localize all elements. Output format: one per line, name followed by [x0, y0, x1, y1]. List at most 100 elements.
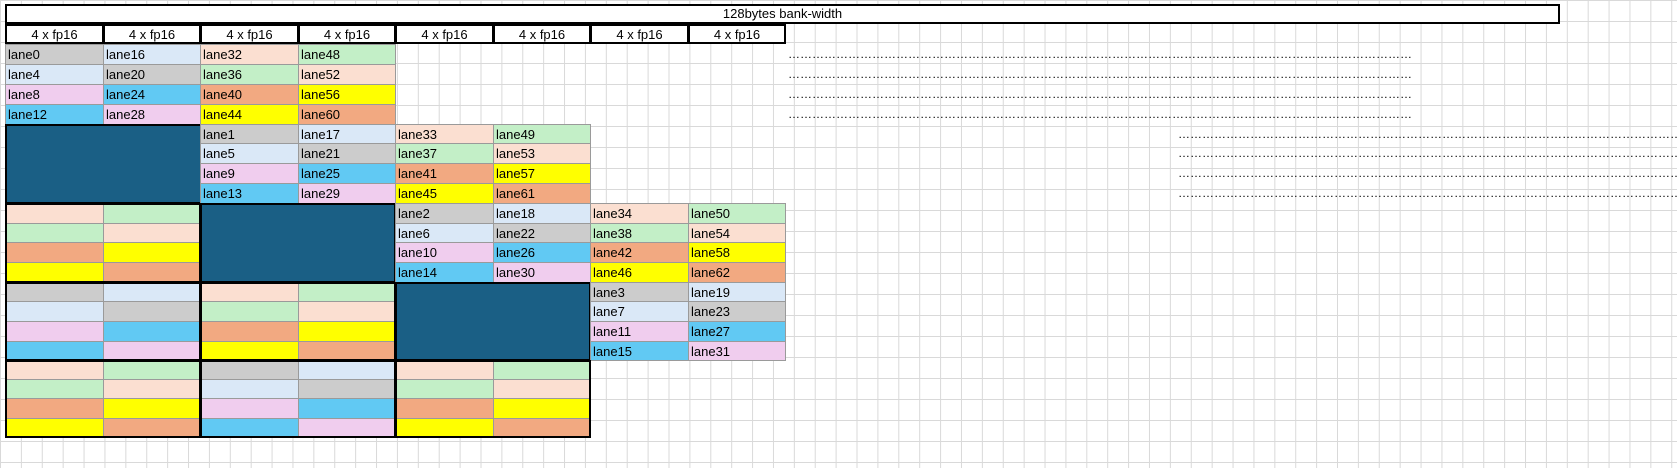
filler-cell: [103, 341, 201, 361]
lane-label: lane45: [398, 186, 438, 201]
lane-cell: lane6x: [395, 223, 494, 243]
lane-label: lane41: [398, 166, 438, 181]
column-header: 4 x fp16: [103, 24, 201, 44]
lane-label: lane3: [593, 285, 625, 300]
lane-label: lane1: [203, 127, 235, 142]
lane-cell: lane44x: [200, 104, 299, 125]
lane-cell: lane45x: [395, 183, 494, 204]
filler-cell: [5, 242, 104, 263]
filler-cell: [395, 398, 494, 419]
lane-label: lane4: [8, 67, 40, 82]
lane-label: lane29: [301, 186, 341, 201]
lane-cell: lane18x: [493, 203, 591, 224]
filler-cell: [5, 398, 104, 419]
filler-cell: [200, 301, 299, 322]
continuation-dots: ……………………………………………………………………………………………………………: [1178, 166, 1677, 180]
lane-label: lane38: [593, 226, 633, 241]
lane-cell: lane57x: [493, 163, 591, 184]
lane-cell: lane46x: [590, 262, 689, 283]
lane-label: lane22: [496, 226, 536, 241]
filler-cell: [103, 301, 201, 322]
lane-label: lane31: [691, 344, 731, 359]
lane-label: lane9: [203, 166, 235, 181]
continuation-dots: ……………………………………………………………………………………………………………: [788, 87, 1412, 101]
lane-label: lane8: [8, 87, 40, 102]
filler-cell: [103, 398, 201, 419]
title-bank-width: 128bytes bank-width: [5, 4, 1560, 24]
continuation-dots: ……………………………………………………………………………………………………………: [788, 107, 1412, 121]
lane-cell: lane21x: [298, 143, 396, 164]
filler-cell: [103, 282, 201, 302]
filler-cell: [103, 203, 201, 224]
continuation-dots: ……………………………………………………………………………………………………………: [788, 47, 1412, 61]
column-header: 4 x fp16: [493, 24, 591, 44]
lane-cell: lane22x: [493, 223, 591, 243]
lane-cell: lane20x: [103, 64, 201, 85]
lane-label: lane61: [496, 186, 536, 201]
lane-cell: lane7x: [590, 301, 689, 322]
lane-label: lane28: [106, 107, 146, 122]
filler-cell: [200, 379, 299, 399]
filler-cell: [298, 282, 396, 302]
lane-label: lane57: [496, 166, 536, 181]
filler-cell: [395, 360, 494, 380]
lane-label: lane7: [593, 304, 625, 319]
lane-cell: lane60x: [298, 104, 396, 125]
filler-cell: [395, 418, 494, 438]
continuation-dots: ……………………………………………………………………………………………………………: [788, 67, 1412, 81]
column-header: 4 x fp16: [5, 24, 104, 44]
lane-cell: lane54x: [688, 223, 786, 243]
lane-label: lane24: [106, 87, 146, 102]
lane-label: lane2: [398, 206, 430, 221]
lane-label: lane23: [691, 304, 731, 319]
lane-label: lane36: [203, 67, 243, 82]
lane-label: lane52: [301, 67, 341, 82]
lane-cell: lane25x: [298, 163, 396, 184]
lane-label: lane34: [593, 206, 633, 221]
lane-cell: lane13x: [200, 183, 299, 204]
lane-cell: lane2x: [395, 203, 494, 224]
lane-label: lane30: [496, 265, 536, 280]
lane-cell: lane11x: [590, 321, 689, 342]
filler-cell: [200, 282, 299, 302]
lane-cell: lane1x: [200, 124, 299, 144]
filler-cell: [493, 418, 591, 438]
lane-label: lane26: [496, 245, 536, 260]
lane-cell: lane19x: [688, 282, 786, 302]
lane-label: lane53: [496, 146, 536, 161]
column-header: 4 x fp16: [590, 24, 689, 44]
filler-cell: [298, 360, 396, 380]
filler-cell: [5, 223, 104, 243]
lane-cell: lane52x: [298, 64, 396, 85]
lane-cell: lane48x: [298, 44, 396, 65]
filler-cell: [298, 341, 396, 361]
filler-cell: [5, 262, 104, 283]
lane-label: lane42: [593, 245, 633, 260]
lane-label: lane14: [398, 265, 438, 280]
filler-cell: [5, 301, 104, 322]
lane-label: lane46: [593, 265, 633, 280]
filler-cell: [5, 203, 104, 224]
lane-cell: lane61x: [493, 183, 591, 204]
lane-label: lane13: [203, 186, 243, 201]
lane-label: lane33: [398, 127, 438, 142]
filler-cell: [493, 398, 591, 419]
lane-label: lane32: [203, 47, 243, 62]
lane-cell: lane40x: [200, 84, 299, 105]
lane-label: lane44: [203, 107, 243, 122]
lane-label: lane5: [203, 146, 235, 161]
filler-cell: [200, 321, 299, 342]
filler-cell: [103, 242, 201, 263]
lane-cell: lane3x: [590, 282, 689, 302]
lane-label: lane18: [496, 206, 536, 221]
lane-cell: lane24x: [103, 84, 201, 105]
lane-cell: lane30x: [493, 262, 591, 283]
lane-cell: lane33x: [395, 124, 494, 144]
lane-cell: lane62x: [688, 262, 786, 283]
lane-label: lane40: [203, 87, 243, 102]
lane-label: lane16: [106, 47, 146, 62]
filler-cell: [298, 321, 396, 342]
lane-cell: lane8x: [5, 84, 104, 105]
lane-label: lane49: [496, 127, 536, 142]
lane-label: lane20: [106, 67, 146, 82]
